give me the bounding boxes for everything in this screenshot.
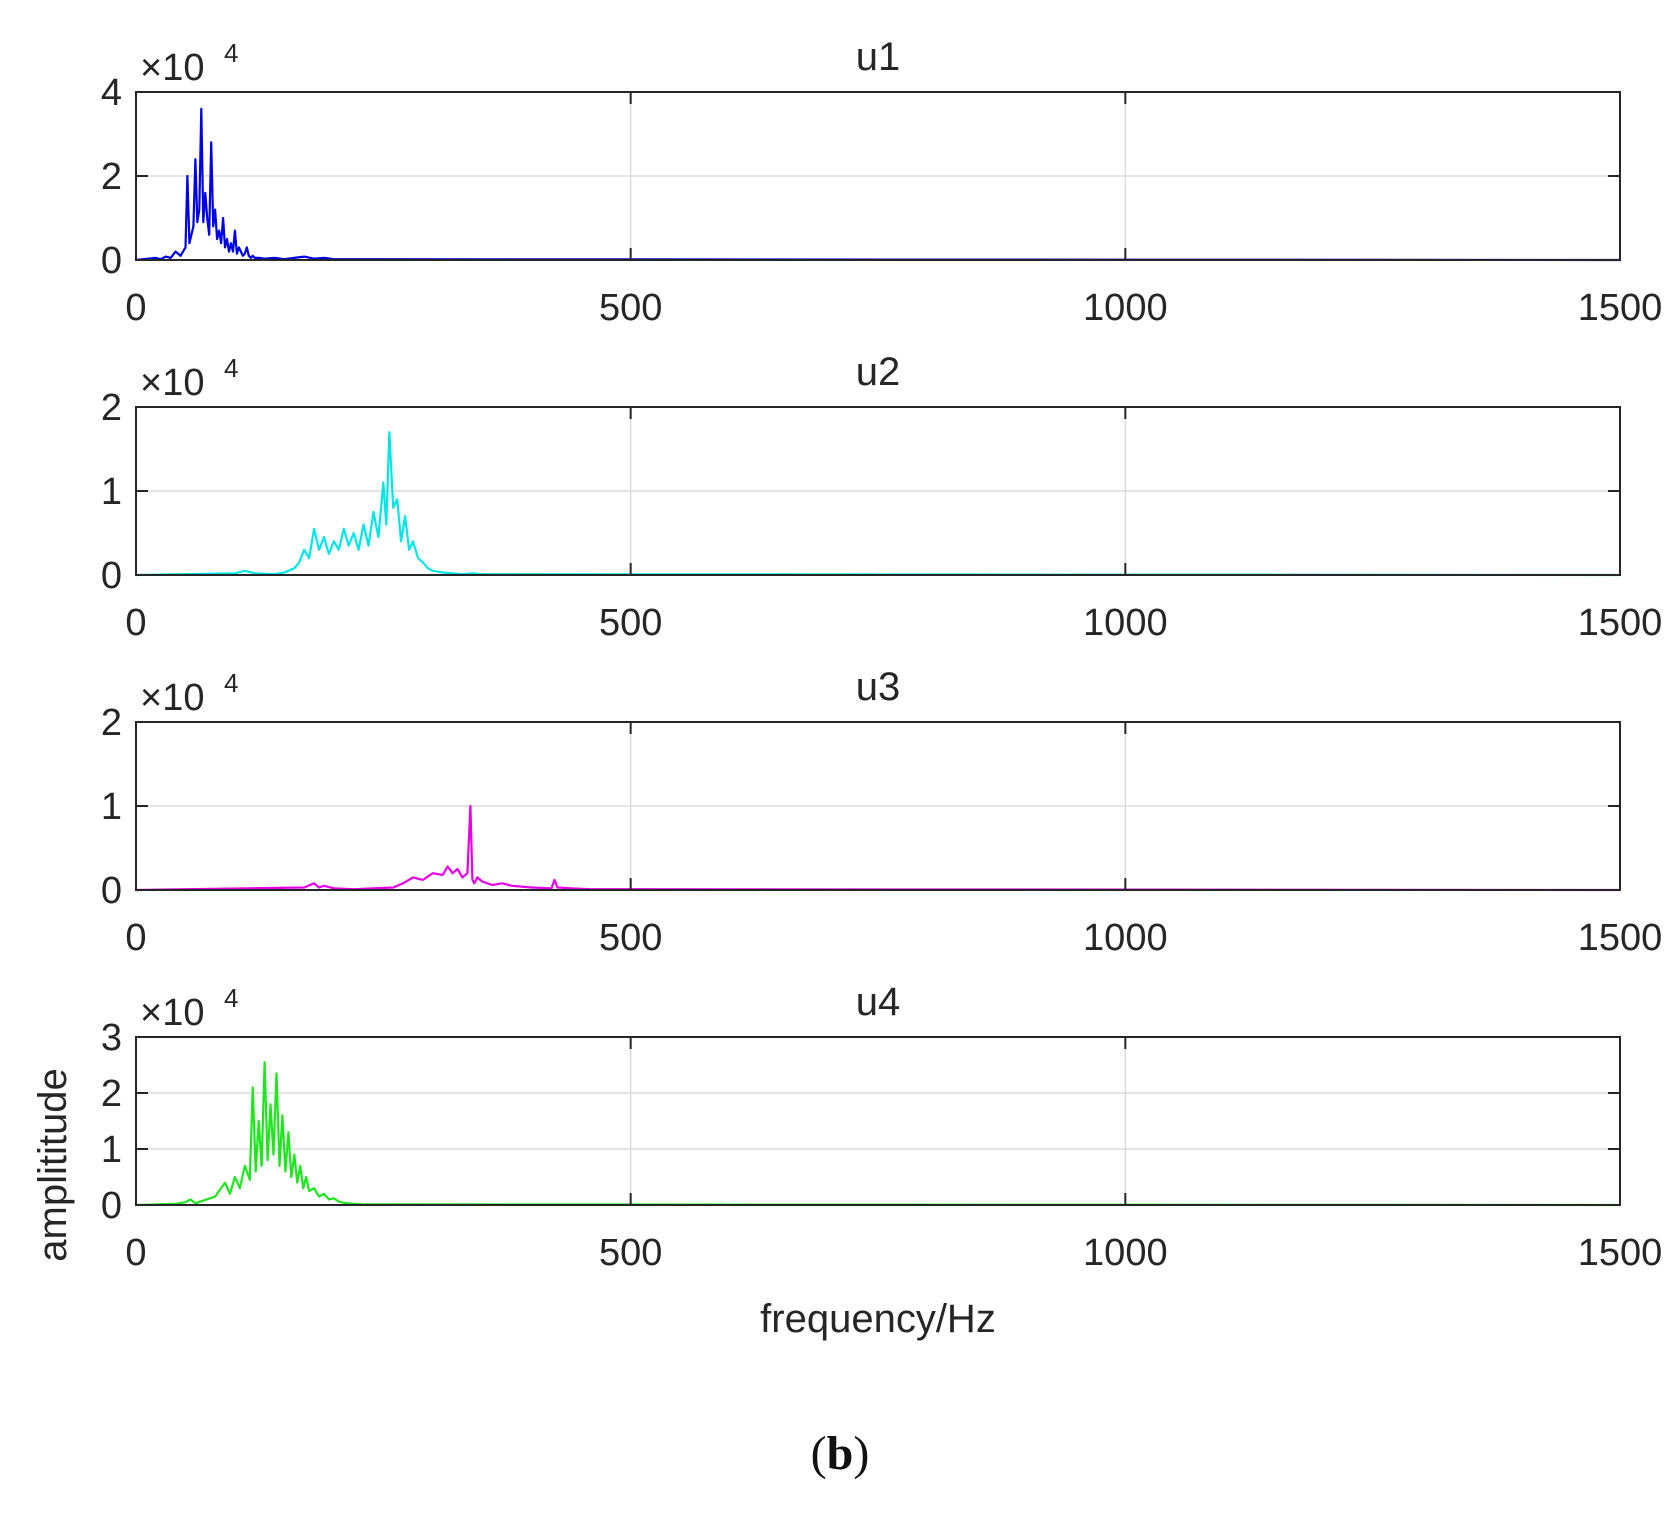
panel-label-open: ( (810, 1427, 827, 1480)
series-line-u2 (135, 431, 1621, 577)
y-tick-label: 1 (101, 1129, 122, 1171)
y-tick-label: 4 (101, 72, 122, 114)
subplot-u4: 0 500 1000 1500 0 1 2 3 u4 ×10 4 (101, 980, 1662, 1274)
y-scale-exponent: 4 (224, 668, 238, 698)
y-scale-exponent: 4 (224, 38, 238, 68)
y-tick-label: 0 (101, 555, 122, 597)
x-axis-label: frequency/Hz (760, 1297, 996, 1341)
y-tick-label: 1 (101, 786, 122, 828)
y-axis-label: amplititude (31, 1068, 75, 1261)
x-tick-label: 500 (599, 917, 662, 959)
x-tick-label: 0 (125, 1232, 146, 1274)
x-tick-label: 0 (125, 917, 146, 959)
subplot-title: u2 (856, 350, 901, 394)
y-scale-exponent: 4 (224, 983, 238, 1013)
series-line-u1 (135, 107, 1621, 262)
x-tick-label: 1500 (1578, 917, 1663, 959)
subplot-u1: 0 500 1000 1500 0 2 4 u1 ×10 4 (101, 35, 1662, 329)
y-tick-label: 2 (101, 156, 122, 198)
y-scale-factor: ×10 (140, 362, 204, 404)
y-tick-label: 2 (101, 387, 122, 429)
series-line-u3 (135, 804, 1621, 892)
series-line-u4 (135, 1061, 1621, 1207)
x-tick-label: 500 (599, 1232, 662, 1274)
y-scale-exponent: 4 (224, 353, 238, 383)
x-tick-label: 1500 (1578, 602, 1663, 644)
y-tick-label: 0 (101, 1185, 122, 1227)
y-tick-label: 2 (101, 1073, 122, 1115)
y-tick-label: 2 (101, 702, 122, 744)
x-tick-label: 1000 (1083, 1232, 1168, 1274)
panel-label: (b) (0, 1426, 1680, 1481)
y-scale-factor: ×10 (140, 677, 204, 719)
subplot-title: u1 (856, 35, 901, 79)
y-scale-factor: ×10 (140, 47, 204, 89)
subplot-title: u3 (856, 665, 901, 709)
x-tick-label: 500 (599, 287, 662, 329)
subplot-u2: 0 500 1000 1500 0 1 2 u2 ×10 4 (101, 350, 1662, 644)
y-tick-label: 0 (101, 240, 122, 282)
x-tick-label: 0 (125, 602, 146, 644)
plot-area (136, 1037, 1620, 1205)
subplot-title: u4 (856, 980, 901, 1024)
subplot-u3: 0 500 1000 1500 0 1 2 u3 ×10 4 (101, 665, 1662, 959)
y-tick-label: 1 (101, 471, 122, 513)
x-tick-label: 0 (125, 287, 146, 329)
x-tick-label: 1000 (1083, 287, 1168, 329)
axes-box (135, 1036, 1621, 1206)
x-tick-label: 500 (599, 602, 662, 644)
panel-label-letter: b (826, 1427, 854, 1480)
y-scale-factor: ×10 (140, 992, 204, 1034)
x-tick-label: 1500 (1578, 287, 1663, 329)
panel-label-close: ) (853, 1427, 870, 1480)
x-tick-label: 1000 (1083, 917, 1168, 959)
y-tick-label: 3 (101, 1017, 122, 1059)
x-tick-label: 1000 (1083, 602, 1168, 644)
y-tick-label: 0 (101, 870, 122, 912)
x-tick-label: 1500 (1578, 1232, 1663, 1274)
